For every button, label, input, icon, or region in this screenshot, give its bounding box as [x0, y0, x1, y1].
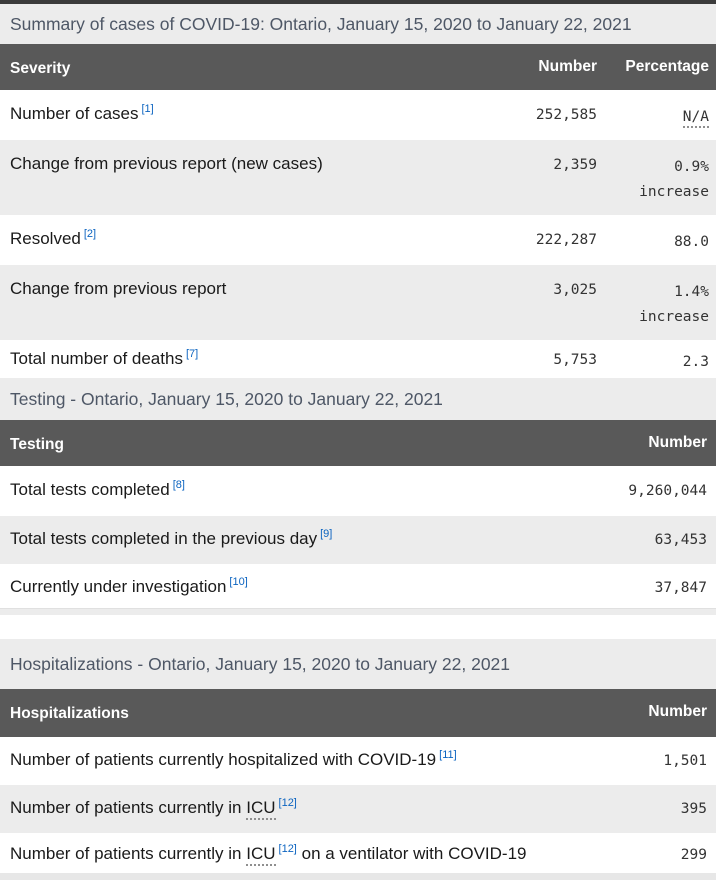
table-row: Number of cases [1] 252,585 N/A — [0, 90, 716, 140]
number-cell: 37,847 — [654, 580, 707, 596]
footnote-2-link[interactable]: [2] — [83, 228, 97, 241]
icu-abbreviation: ICU — [246, 798, 276, 820]
summary-caption-text: Summary of cases of COVID-19: Ontario, J… — [10, 13, 632, 34]
table-row: Total number of deaths [7] 5,753 2.3 — [0, 340, 716, 378]
table-row: Currently under investigation [10] 37,847 — [0, 564, 716, 608]
number-cell: 2,359 — [553, 157, 597, 173]
number-cell: 1,501 — [663, 753, 707, 769]
column-header-number: Number — [648, 434, 707, 451]
row-label: Total tests completed in the previous da… — [10, 528, 333, 548]
table-row: Change from previous report (new cases) … — [0, 140, 716, 215]
percentage-note: increase — [639, 184, 709, 200]
footnote-link: [1] — [142, 103, 154, 115]
footnote-12-link[interactable]: [12] — [278, 843, 297, 856]
footnote-8-link[interactable]: [8] — [172, 479, 185, 492]
footnote-link: [9] — [320, 528, 332, 540]
column-header-severity: Severity — [10, 60, 71, 77]
footnote-link: [2] — [84, 228, 96, 240]
row-label: Change from previous report (new cases) — [10, 154, 323, 173]
section-gap — [0, 615, 716, 639]
table-row: Number of patients currently in ICU [12] … — [0, 833, 716, 873]
number-cell: 252,585 — [535, 107, 597, 123]
percentage-value: 1.4% — [674, 284, 709, 300]
footnote-link: [7] — [186, 348, 198, 360]
column-header-testing: Testing — [10, 436, 64, 453]
number-cell: 3,025 — [553, 282, 597, 298]
na-abbreviation: N/A — [682, 109, 709, 128]
footnote-10-link[interactable]: [10] — [229, 576, 248, 589]
percentage-value: 0.9% — [674, 159, 709, 175]
number-cell: 395 — [680, 801, 707, 817]
row-label: Number of patients currently in ICU [12] … — [0, 833, 566, 873]
table-row: Change from previous report 3,025 1.4% i… — [0, 265, 716, 340]
percentage-cell: 88.0 — [674, 234, 709, 250]
footnote-11-link[interactable]: [11] — [439, 749, 457, 762]
row-label: Total number of deaths [7] — [10, 348, 199, 368]
percentage-note: increase — [639, 309, 709, 325]
number-cell: 63,453 — [654, 532, 707, 548]
row-label: Currently under investigation [10] — [10, 576, 248, 596]
hospitalizations-table-header: Hospitalizations Number — [0, 689, 716, 737]
row-label: Change from previous report — [10, 279, 227, 298]
column-header-number: Number — [538, 58, 597, 75]
row-label: Number of patients currently in ICU [12] — [0, 785, 566, 833]
footnote-link: [8] — [173, 479, 185, 491]
testing-caption-text: Testing - Ontario, January 15, 2020 to J… — [10, 388, 443, 409]
footnote-7-link[interactable]: [7] — [185, 348, 199, 361]
footnote-12-link[interactable]: [12] — [278, 797, 297, 810]
hospitalizations-caption-text: Hospitalizations - Ontario, January 15, … — [10, 653, 511, 674]
table-row: Number of patients currently hospitalize… — [0, 737, 716, 785]
footnote-link: [11] — [439, 749, 457, 761]
table-row: Total tests completed [8] 9,260,044 — [0, 466, 716, 516]
page-top-border — [0, 0, 716, 4]
row-label: Number of cases [1] — [10, 103, 154, 123]
column-header-number: Number — [648, 703, 707, 720]
footnote-1-link[interactable]: [1] — [141, 103, 154, 116]
footnote-link: [10] — [229, 576, 247, 588]
next-row-cutoff-strip — [0, 873, 716, 880]
footnote-9-link[interactable]: [9] — [320, 528, 333, 541]
table-row: Number of patients currently in ICU [12] … — [0, 785, 716, 833]
number-cell: 222,287 — [535, 232, 597, 248]
summary-table-header: Severity Number Percentage — [0, 44, 716, 90]
number-cell: 5,753 — [553, 352, 597, 368]
row-label: Number of patients currently hospitalize… — [10, 749, 457, 769]
testing-table-header: Testing Number — [0, 420, 716, 466]
table-row: Resolved [2] 222,287 88.0 — [0, 215, 716, 265]
percentage-cell: 1.4% increase — [597, 265, 716, 340]
table-row: Total tests completed in the previous da… — [0, 516, 716, 564]
testing-table-bottom-border — [0, 608, 716, 615]
percentage-cell: 2.3 — [682, 354, 709, 370]
footnote-link: [12] — [279, 797, 297, 809]
footnote-link: [12] — [279, 843, 297, 855]
icu-abbreviation: ICU — [246, 844, 276, 866]
number-cell: 9,260,044 — [628, 483, 707, 499]
row-label: Resolved [2] — [10, 228, 97, 248]
percentage-cell: N/A — [597, 90, 716, 140]
row-label: Total tests completed [8] — [10, 479, 185, 499]
column-header-hospitalizations: Hospitalizations — [10, 705, 129, 722]
column-header-percentage: Percentage — [625, 58, 709, 75]
hospitalizations-section-title: Hospitalizations - Ontario, January 15, … — [0, 639, 716, 689]
summary-table-caption: Summary of cases of COVID-19: Ontario, J… — [0, 4, 716, 44]
percentage-cell: 0.9% increase — [597, 140, 716, 215]
number-cell: 299 — [680, 847, 707, 863]
testing-section-title: Testing - Ontario, January 15, 2020 to J… — [0, 378, 716, 420]
